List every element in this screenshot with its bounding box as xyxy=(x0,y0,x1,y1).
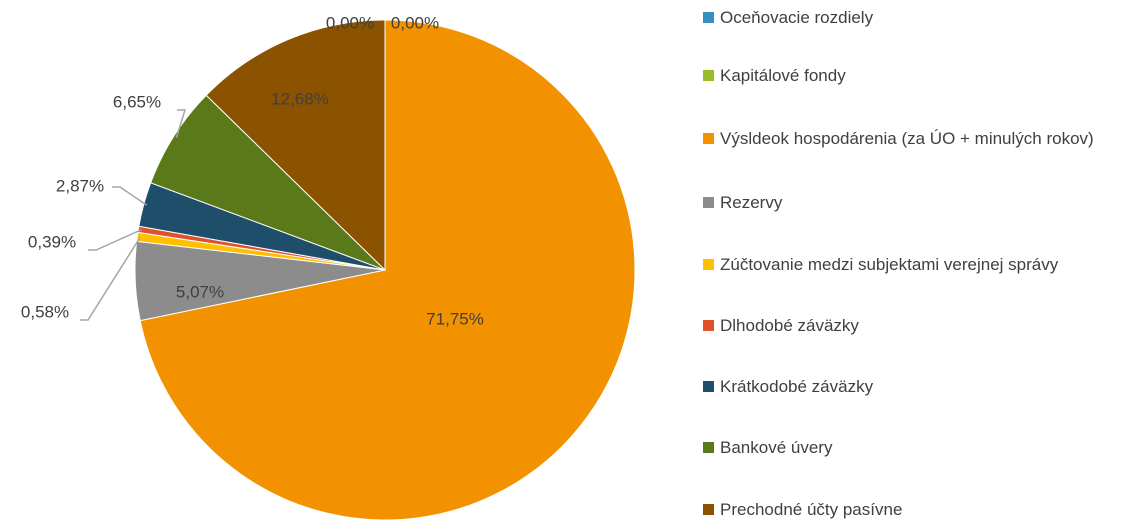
leader-line xyxy=(175,109,187,138)
leader-line xyxy=(88,229,142,251)
pie-slice xyxy=(205,19,386,272)
pie-slice xyxy=(139,19,636,521)
legend-swatch xyxy=(703,70,714,81)
legend-swatch xyxy=(703,442,714,453)
data-label: 0,39% xyxy=(28,232,76,251)
data-label: 71,75% xyxy=(426,309,484,328)
legend-item: Prechodné účty pasívne xyxy=(703,498,1128,522)
legend-label: Zúčtovanie medzi subjektami verejnej spr… xyxy=(720,255,1059,274)
legend-label: Bankové úvery xyxy=(720,438,833,457)
data-label: 12,68% xyxy=(271,89,329,108)
legend-swatch xyxy=(703,320,714,331)
leader-line xyxy=(80,236,141,321)
legend-label: Kapitálové fondy xyxy=(720,66,846,85)
legend-label: Prechodné účty pasívne xyxy=(720,500,903,519)
legend-label: Výsldeok hospodárenia (za ÚO + minulých … xyxy=(720,129,1094,148)
legend-item: Kapitálové fondy xyxy=(703,64,1128,88)
legend-swatch xyxy=(703,259,714,270)
data-label: 2,87% xyxy=(56,176,104,195)
data-label: 0,00% xyxy=(326,13,374,32)
legend-swatch xyxy=(703,197,714,208)
legend-item: Zúčtovanie medzi subjektami verejnej spr… xyxy=(703,253,1128,277)
leader-line xyxy=(112,186,148,206)
legend-label: Rezervy xyxy=(720,193,783,212)
legend-item: Dlhodobé záväzky xyxy=(703,314,1128,338)
pie-area: 0,00% 0,00% 71,75% 5,07% 0,58% 0,39% 2,87% 6,65… xyxy=(21,13,636,521)
legend-swatch xyxy=(703,381,714,392)
data-label: 0,58% xyxy=(21,302,69,321)
legend-item: Výsldeok hospodárenia (za ÚO + minulých … xyxy=(703,127,1128,151)
legend-item: Krátkodobé záväzky xyxy=(703,375,1128,399)
data-label: 6,65% xyxy=(113,92,161,111)
legend-label: Dlhodobé záväzky xyxy=(720,316,859,335)
legend-swatch xyxy=(703,133,714,144)
data-label: 5,07% xyxy=(176,282,224,301)
legend-swatch xyxy=(703,12,714,23)
legend-item: Oceňovacie rozdiely xyxy=(703,6,1128,30)
legend-swatch xyxy=(703,504,714,515)
legend-item: Bankové úvery xyxy=(703,436,1128,460)
legend-label: Krátkodobé záväzky xyxy=(720,377,874,396)
legend-label: Oceňovacie rozdiely xyxy=(720,8,874,27)
legend-item: Rezervy xyxy=(703,191,1128,215)
data-label: 0,00% xyxy=(391,13,439,32)
